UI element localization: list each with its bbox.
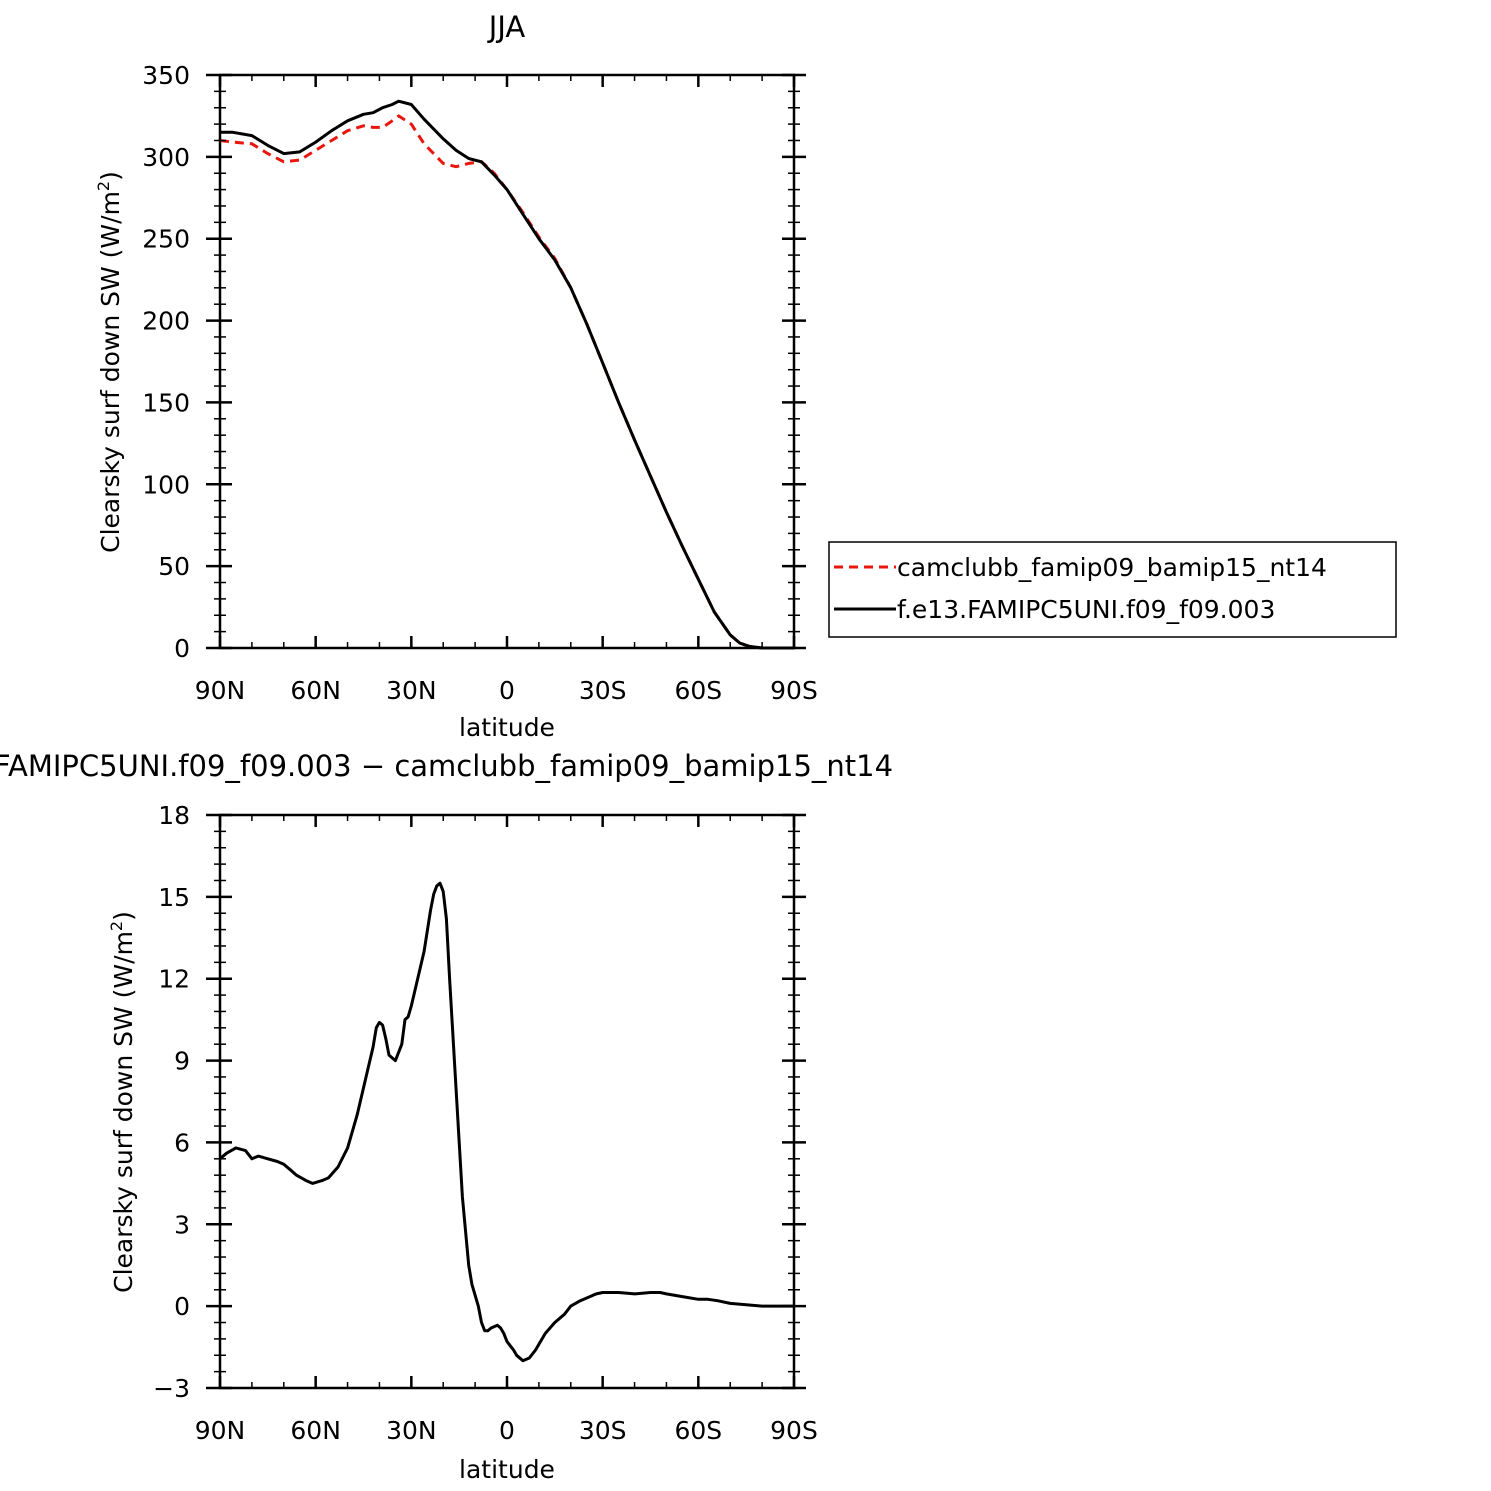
bottom-x-tick-label: 90N [195, 1416, 246, 1445]
bottom-x-tick-label: 60S [674, 1416, 722, 1445]
top-y-tick-label: 250 [142, 225, 190, 254]
legend-box [828, 541, 1397, 638]
bottom-y-tick-label: 15 [158, 883, 190, 912]
top-series-line-1 [220, 99, 794, 650]
top-y-tick-label: 200 [142, 307, 190, 336]
bottom-y-axis-label-close: ) [109, 911, 138, 921]
top-x-tick-label: 0 [499, 676, 515, 705]
top-y-axis-label-close: ) [96, 171, 125, 181]
top-x-tick-label: 90S [770, 676, 818, 705]
top-y-tick-label: 300 [142, 143, 190, 172]
bottom-panel: FAMIPC5UNI.f09_f09.003 − camclubb_famip0… [0, 749, 893, 1484]
bottom-ticks: 90N 60N 30N 0 30S 60S 90S −3 0 3 6 9 12 15 18 [153, 801, 818, 1445]
top-x-tick-label: 60N [290, 676, 341, 705]
bottom-x-tick-label: 90S [770, 1416, 818, 1445]
bottom-y-tick-label: 18 [158, 801, 190, 830]
top-ticks: 90N 60N 30N 0 30S 60S 90S 0 50 100 150 200 250 300 350 [142, 61, 818, 705]
legend-label-famipc5uni: f.e13.FAMIPC5UNI.f09_f09.003 [897, 595, 1275, 624]
bottom-x-tick-label: 30S [579, 1416, 627, 1445]
top-y-tick-label: 0 [174, 634, 190, 663]
bottom-x-tick-label: 0 [499, 1416, 515, 1445]
bottom-y-tick-label: 9 [174, 1047, 190, 1076]
top-y-tick-label: 350 [142, 61, 190, 90]
top-plot-frame [218, 73, 796, 650]
top-x-tick-label: 30N [386, 676, 437, 705]
bottom-y-axis-label: Clearsky surf down SW (W/m2) [107, 911, 138, 1293]
bottom-y-tick-label: 3 [174, 1210, 190, 1239]
bottom-chart-title: FAMIPC5UNI.f09_f09.003 − camclubb_famip0… [0, 749, 893, 783]
bottom-x-tick-label: 60N [290, 1416, 341, 1445]
top-x-tick-label: 90N [195, 676, 246, 705]
top-x-tick-label: 60S [674, 676, 722, 705]
top-y-tick-label: 50 [158, 552, 190, 581]
bottom-x-tick-label: 30N [386, 1416, 437, 1445]
top-x-axis-label: latitude [459, 713, 555, 742]
bottom-y-tick-label: 0 [174, 1292, 190, 1321]
top-series-lines [219, 99, 794, 650]
top-series-line-0 [219, 114, 794, 650]
bottom-y-tick-label: 6 [174, 1128, 190, 1157]
top-panel: JJA 90N 60N 30N 0 30S 60S 90S 0 50 100 150 200 250 30… [94, 10, 1397, 742]
bottom-y-axis-label-sup: 2 [107, 921, 126, 931]
top-y-axis-label-sup: 2 [94, 181, 113, 191]
top-y-axis-label-main: Clearsky surf down SW (W/m [96, 191, 125, 553]
top-chart-title: JJA [487, 10, 526, 44]
bottom-x-axis-label: latitude [459, 1455, 555, 1484]
legend-label-camclubb: camclubb_famip09_bamip15_nt14 [897, 553, 1327, 582]
bottom-chart-title-visible: FAMIPC5UNI.f09_f09.003 − camclubb_famip0… [0, 749, 893, 783]
top-y-axis-label: Clearsky surf down SW (W/m2) [94, 171, 125, 553]
bottom-plot-frame [218, 813, 796, 1390]
legend: camclubb_famip09_bamip15_nt14 f.e13.FAMI… [828, 541, 1397, 638]
bottom-y-axis-label-main: Clearsky surf down SW (W/m [109, 931, 138, 1293]
bottom-series-lines [219, 881, 794, 1363]
top-y-tick-label: 100 [142, 470, 190, 499]
top-y-tick-label: 150 [142, 388, 190, 417]
top-x-tick-label: 30S [579, 676, 627, 705]
bottom-y-tick-label: 12 [158, 965, 190, 994]
bottom-y-tick-label: −3 [153, 1374, 190, 1403]
bottom-series-line-0 [219, 881, 794, 1363]
